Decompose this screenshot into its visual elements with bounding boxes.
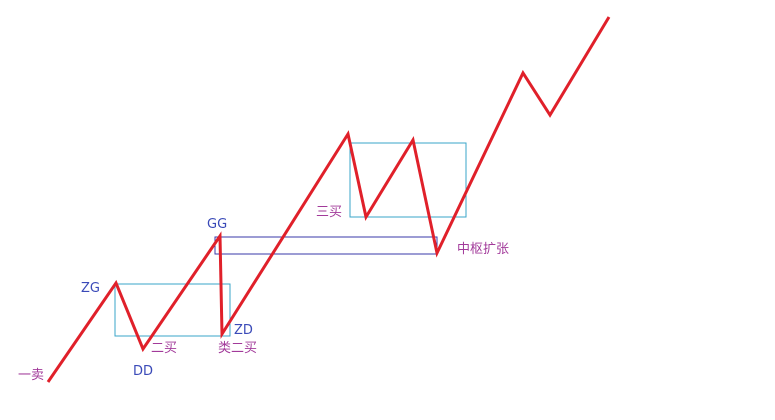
pivot-box-second (349, 142, 467, 218)
label-third-buy: 三买 (316, 205, 342, 220)
label-zg: ZG (81, 281, 100, 296)
label-gg: GG (207, 217, 227, 232)
label-dd: DD (133, 364, 153, 379)
price-stroke-line (46, 16, 611, 383)
label-zd: ZD (234, 323, 253, 338)
label-pivot-expansion: 中枢扩张 (457, 242, 509, 257)
pivot-box-first (114, 283, 231, 337)
pivot-expansion-box (214, 236, 438, 255)
label-first-sell: 一卖 (18, 368, 44, 383)
label-quasi-second-buy: 类二买 (218, 341, 257, 356)
label-second-buy: 二买 (151, 341, 177, 356)
